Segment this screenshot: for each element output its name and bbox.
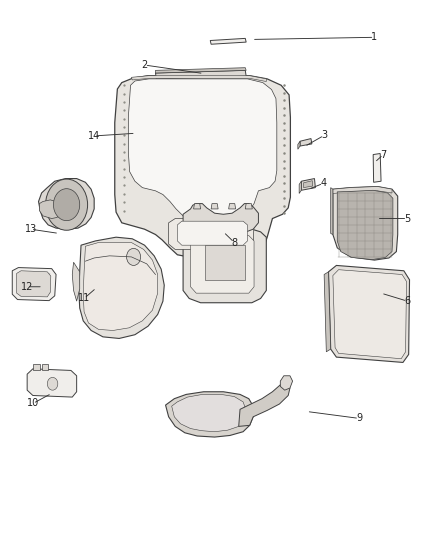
Text: 9: 9 xyxy=(356,414,362,423)
Text: 3: 3 xyxy=(321,131,327,140)
Polygon shape xyxy=(211,204,218,209)
Polygon shape xyxy=(183,204,258,237)
Text: 6: 6 xyxy=(404,296,410,306)
Polygon shape xyxy=(324,272,331,352)
Polygon shape xyxy=(191,236,254,293)
Text: 1: 1 xyxy=(371,33,378,42)
Polygon shape xyxy=(304,181,313,188)
Polygon shape xyxy=(229,204,236,209)
Polygon shape xyxy=(39,200,64,219)
Polygon shape xyxy=(301,179,315,190)
Polygon shape xyxy=(155,70,246,79)
Polygon shape xyxy=(328,265,410,362)
Polygon shape xyxy=(17,271,51,297)
Text: 14: 14 xyxy=(88,131,100,141)
Text: 11: 11 xyxy=(78,294,90,303)
Polygon shape xyxy=(239,384,290,426)
Text: 2: 2 xyxy=(141,60,148,70)
Polygon shape xyxy=(79,237,164,338)
Polygon shape xyxy=(166,392,253,437)
Circle shape xyxy=(127,248,141,265)
Polygon shape xyxy=(210,38,246,44)
Text: 10: 10 xyxy=(27,399,39,408)
Polygon shape xyxy=(177,221,247,245)
Circle shape xyxy=(47,377,58,390)
Polygon shape xyxy=(33,364,40,370)
Polygon shape xyxy=(333,270,406,359)
Polygon shape xyxy=(72,262,80,301)
Polygon shape xyxy=(337,190,393,260)
Polygon shape xyxy=(300,139,312,146)
Text: 7: 7 xyxy=(380,150,386,159)
Text: 8: 8 xyxy=(231,238,237,247)
Polygon shape xyxy=(331,188,333,235)
Polygon shape xyxy=(155,68,246,73)
Polygon shape xyxy=(299,181,301,193)
Polygon shape xyxy=(355,303,383,310)
Polygon shape xyxy=(42,364,48,370)
Text: 5: 5 xyxy=(404,214,410,223)
Polygon shape xyxy=(12,268,56,301)
Polygon shape xyxy=(39,179,94,229)
Polygon shape xyxy=(373,154,381,182)
Text: 13: 13 xyxy=(25,224,37,234)
Polygon shape xyxy=(205,245,245,280)
Polygon shape xyxy=(83,243,158,330)
Polygon shape xyxy=(169,219,254,249)
Polygon shape xyxy=(27,369,77,397)
Circle shape xyxy=(46,179,88,230)
Polygon shape xyxy=(298,141,300,149)
Polygon shape xyxy=(333,187,392,193)
Polygon shape xyxy=(172,394,246,432)
Text: 12: 12 xyxy=(21,282,33,292)
Polygon shape xyxy=(115,76,290,257)
Polygon shape xyxy=(131,76,266,82)
Polygon shape xyxy=(280,376,293,390)
Circle shape xyxy=(53,189,80,221)
Polygon shape xyxy=(194,204,201,209)
Polygon shape xyxy=(128,79,277,219)
Polygon shape xyxy=(333,187,398,260)
Polygon shape xyxy=(245,204,252,209)
Polygon shape xyxy=(183,229,266,303)
Text: 4: 4 xyxy=(320,179,326,188)
